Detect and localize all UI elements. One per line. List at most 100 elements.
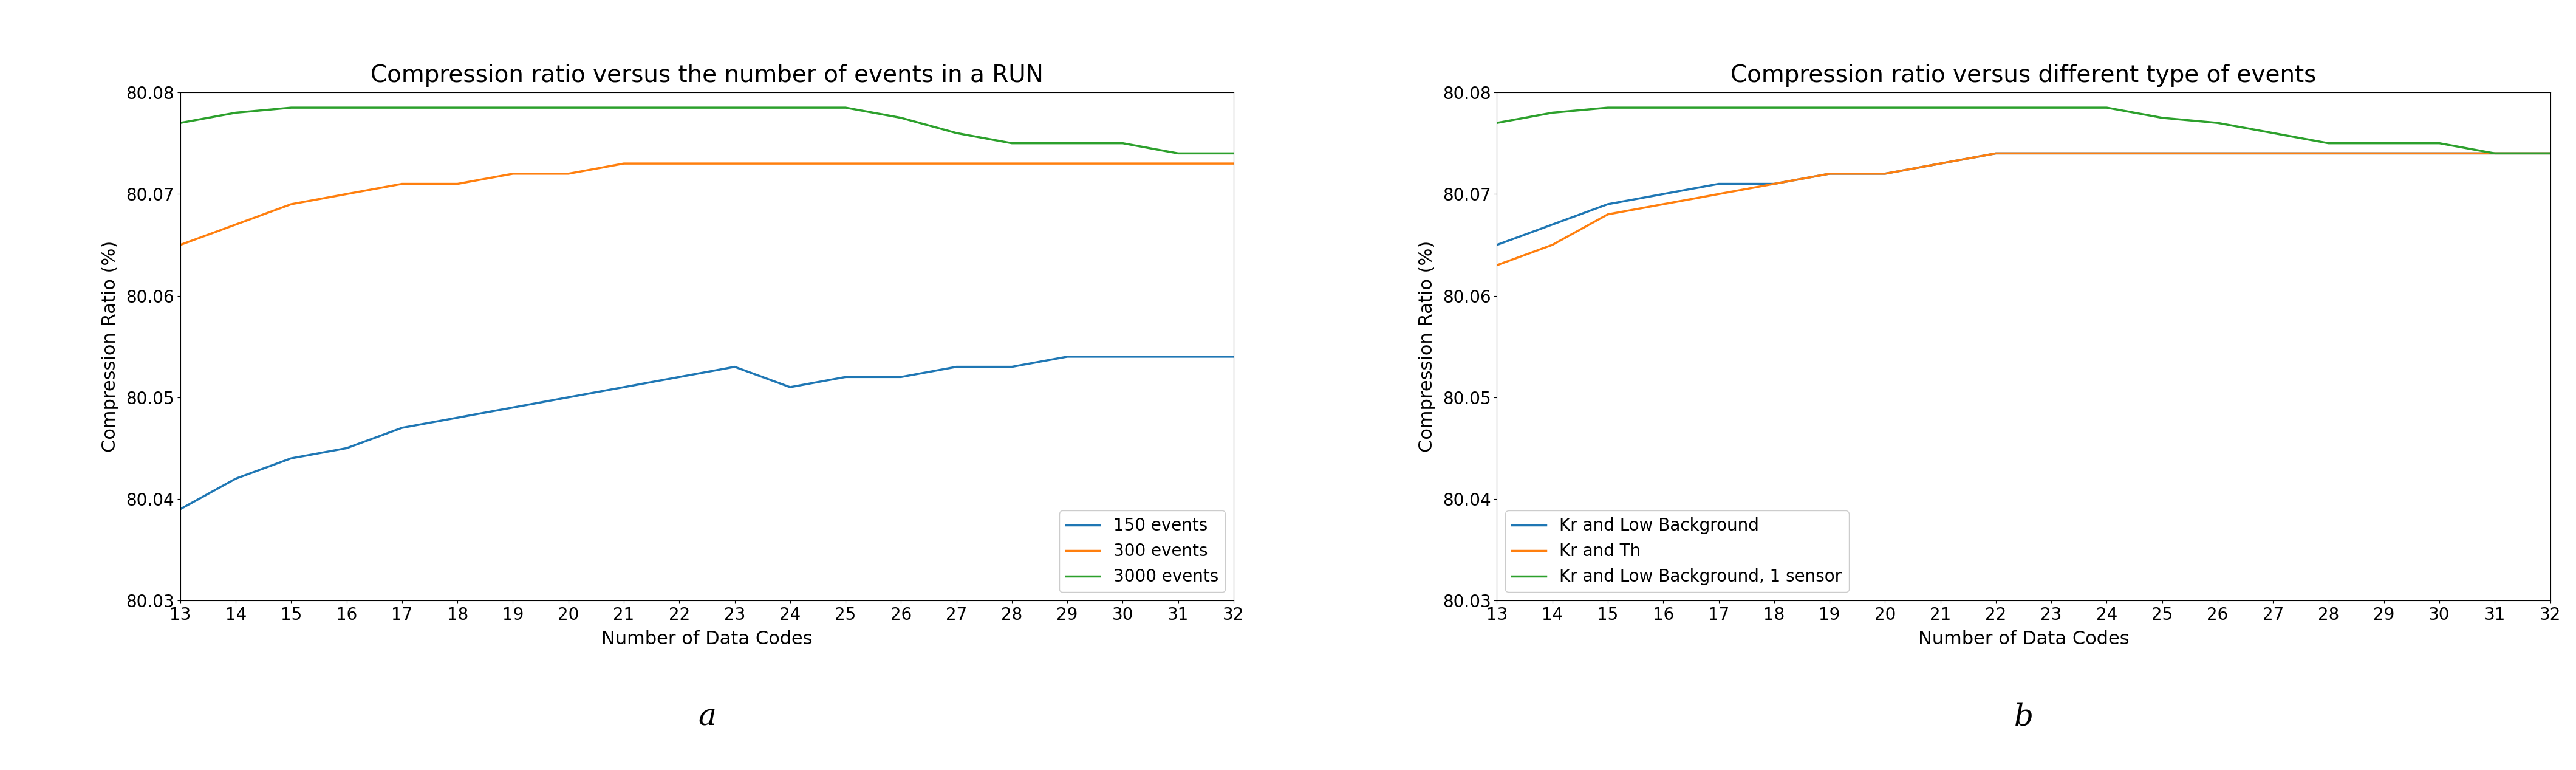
300 events [997, 159, 1028, 168]
Kr and Low Background, 1 sensor [1538, 108, 1569, 117]
Kr and Low Background [2367, 149, 2398, 158]
Kr and Th [2535, 149, 2566, 158]
Text: a: a [698, 702, 716, 732]
150 events [940, 362, 971, 371]
300 events [165, 240, 196, 249]
300 events [386, 179, 417, 189]
Kr and Low Background [2424, 149, 2455, 158]
Kr and Low Background, 1 sensor [1814, 103, 1844, 112]
300 events [775, 159, 806, 168]
Kr and Low Background, 1 sensor [2146, 113, 2177, 122]
Kr and Th [1870, 169, 1901, 179]
150 events [276, 454, 307, 463]
300 events [222, 220, 252, 229]
Y-axis label: Compression Ratio (%): Compression Ratio (%) [100, 241, 118, 452]
Kr and Th [1592, 209, 1623, 219]
X-axis label: Number of Data Codes: Number of Data Codes [1919, 631, 2130, 648]
Kr and Th [2313, 149, 2344, 158]
Text: b: b [2014, 702, 2032, 732]
300 events [719, 159, 750, 168]
Kr and Low Background [1870, 169, 1901, 179]
Y-axis label: Compression Ratio (%): Compression Ratio (%) [1419, 241, 1435, 452]
X-axis label: Number of Data Codes: Number of Data Codes [600, 631, 811, 648]
150 events [1218, 352, 1249, 361]
150 events [222, 474, 252, 484]
150 events [829, 373, 860, 382]
Kr and Low Background, 1 sensor [2313, 139, 2344, 148]
Kr and Th [1538, 240, 1569, 249]
Kr and Low Background [1981, 149, 2012, 158]
Kr and Low Background, 1 sensor [1703, 103, 1734, 112]
300 events [332, 189, 363, 199]
Kr and Low Background, 1 sensor [1981, 103, 2012, 112]
Kr and Low Background, 1 sensor [2035, 103, 2066, 112]
Kr and Low Background, 1 sensor [2257, 129, 2287, 138]
3000 events [997, 139, 1028, 148]
Kr and Low Background [1649, 189, 1680, 199]
Kr and Th [1649, 199, 1680, 209]
Kr and Th [1814, 169, 1844, 179]
Kr and Low Background [2257, 149, 2287, 158]
Kr and Low Background [1703, 179, 1734, 189]
Kr and Low Background [1924, 159, 1955, 168]
300 events [608, 159, 639, 168]
300 events [1051, 159, 1082, 168]
300 events [554, 169, 585, 179]
150 events [886, 373, 917, 382]
Legend: 150 events, 300 events, 3000 events: 150 events, 300 events, 3000 events [1059, 511, 1226, 592]
Kr and Th [1481, 260, 1512, 270]
Kr and Low Background, 1 sensor [1924, 103, 1955, 112]
Kr and Th [1759, 179, 1790, 189]
300 events [829, 159, 860, 168]
Kr and Low Background, 1 sensor [1592, 103, 1623, 112]
Line: 300 events: 300 events [180, 163, 1234, 245]
Line: 3000 events: 3000 events [180, 108, 1234, 153]
Kr and Low Background [2478, 149, 2509, 158]
Kr and Low Background, 1 sensor [1870, 103, 1901, 112]
150 events [1051, 352, 1082, 361]
Kr and Low Background [2535, 149, 2566, 158]
300 events [1108, 159, 1139, 168]
Kr and Th [1981, 149, 2012, 158]
150 events [443, 413, 474, 422]
Kr and Th [2478, 149, 2509, 158]
150 events [386, 424, 417, 433]
300 events [443, 179, 474, 189]
150 events [997, 362, 1028, 371]
Line: Kr and Low Background, 1 sensor: Kr and Low Background, 1 sensor [1497, 108, 2550, 153]
Line: Kr and Th: Kr and Th [1497, 153, 2550, 265]
150 events [775, 383, 806, 392]
3000 events [1108, 139, 1139, 148]
300 events [665, 159, 696, 168]
Title: Compression ratio versus the number of events in a RUN: Compression ratio versus the number of e… [371, 64, 1043, 87]
3000 events [940, 129, 971, 138]
300 events [940, 159, 971, 168]
Kr and Th [1924, 159, 1955, 168]
3000 events [775, 103, 806, 112]
3000 events [608, 103, 639, 112]
Kr and Low Background [1592, 199, 1623, 209]
300 events [886, 159, 917, 168]
3000 events [719, 103, 750, 112]
Kr and Low Background [2202, 149, 2233, 158]
Kr and Low Background, 1 sensor [2202, 119, 2233, 128]
300 events [1218, 159, 1249, 168]
Kr and Low Background [1814, 169, 1844, 179]
Kr and Th [1703, 189, 1734, 199]
3000 events [222, 108, 252, 117]
Kr and Low Background, 1 sensor [2367, 139, 2398, 148]
150 events [554, 393, 585, 402]
Kr and Th [2257, 149, 2287, 158]
3000 events [554, 103, 585, 112]
Kr and Low Background [2146, 149, 2177, 158]
Kr and Low Background, 1 sensor [1649, 103, 1680, 112]
3000 events [332, 103, 363, 112]
300 events [1162, 159, 1193, 168]
3000 events [165, 119, 196, 128]
Line: Kr and Low Background: Kr and Low Background [1497, 153, 2550, 245]
150 events [497, 403, 528, 412]
300 events [276, 199, 307, 209]
150 events [665, 373, 696, 382]
300 events [497, 169, 528, 179]
Kr and Low Background, 1 sensor [1759, 103, 1790, 112]
